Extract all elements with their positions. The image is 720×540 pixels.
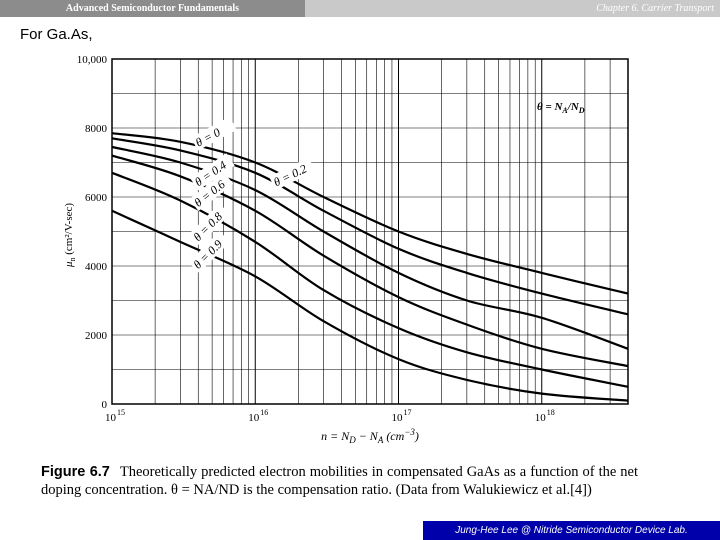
series-label-bg	[189, 172, 234, 211]
header-right-title: Chapter 6. Carrier Transport	[305, 0, 720, 17]
x-tick-exponent: 15	[117, 408, 125, 417]
intro-text: For Ga.As,	[20, 26, 93, 43]
caption-text: Theoretically predicted electron mobilit…	[41, 464, 638, 498]
footer-credit: Jung-Hee Lee @ Nitride Semiconductor Dev…	[423, 521, 720, 540]
header-left-title: Advanced Semiconductor Fundamentals	[0, 0, 305, 17]
x-tick-exponent: 16	[260, 408, 268, 417]
series-label-bg	[269, 157, 316, 191]
series-line-0	[111, 132, 629, 295]
x-axis-label: n = ND − NA (cm−3)	[321, 427, 419, 445]
x-tick-exponent: 18	[547, 408, 555, 417]
series-label-bg	[188, 231, 231, 273]
series-line-4	[111, 171, 629, 388]
y-axis-label: μn (cm²/V-sec)	[63, 203, 77, 268]
y-tick-label: 2000	[85, 330, 108, 342]
series-line-3	[111, 154, 629, 368]
series-line-2	[111, 145, 629, 350]
series-label-bg	[188, 203, 231, 246]
y-tick-label: 6000	[85, 192, 108, 204]
x-tick-label: 10	[535, 412, 547, 424]
y-tick-label: 4000	[85, 261, 108, 273]
figure-caption: Figure 6.7 Theoretically predicted electr…	[41, 463, 638, 499]
x-tick-label: 10	[392, 412, 404, 424]
figure-number: Figure 6.7	[41, 464, 110, 480]
series-label-bg	[190, 116, 237, 151]
series-label-bg	[189, 153, 235, 191]
y-tick-label: 0	[102, 399, 108, 411]
header-bar: Advanced Semiconductor Fundamentals Chap…	[0, 0, 720, 17]
legend-label: θ = NA/ND	[537, 101, 585, 115]
x-tick-label: 10	[248, 412, 260, 424]
y-tick-label: 10,000	[77, 54, 108, 66]
series-line-1	[111, 137, 629, 316]
x-tick-exponent: 17	[404, 408, 412, 417]
x-tick-label: 10	[105, 412, 117, 424]
series-line-5	[111, 209, 629, 402]
y-tick-label: 8000	[85, 123, 108, 135]
